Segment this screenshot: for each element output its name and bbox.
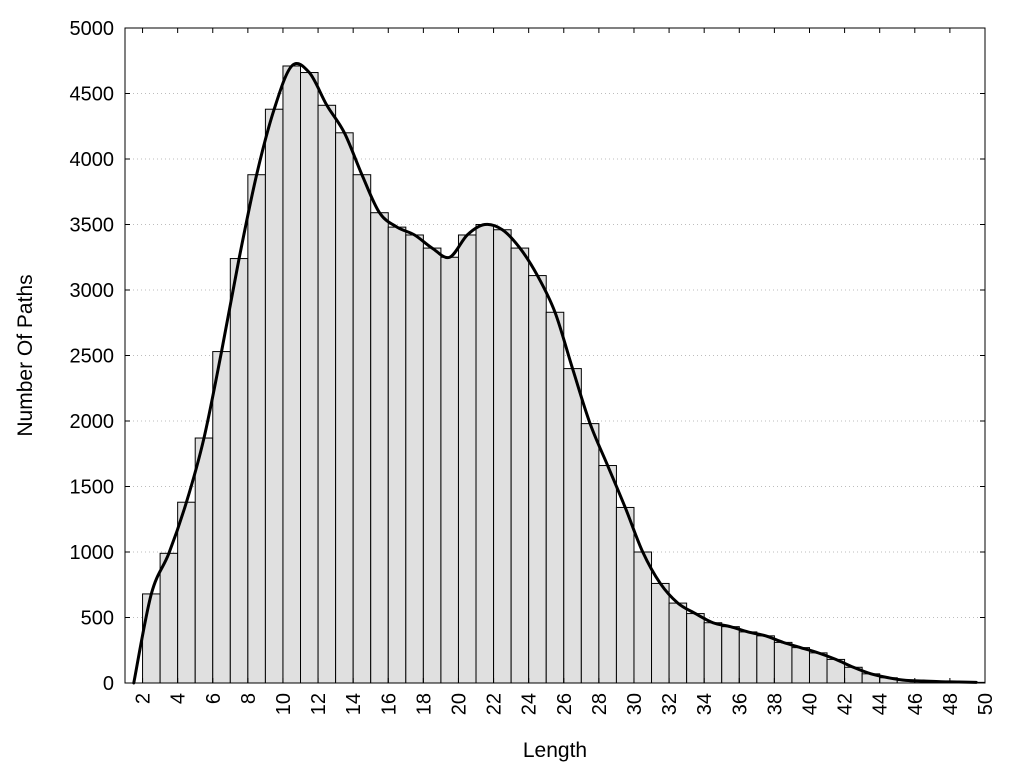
y-tick-label: 1000	[70, 542, 115, 564]
bar	[651, 582, 670, 684]
bar	[598, 465, 617, 684]
bar	[773, 641, 793, 684]
bar	[633, 551, 653, 684]
x-tick-label: 10	[273, 693, 295, 715]
x-tick-label: 2	[133, 693, 155, 704]
bar	[528, 275, 547, 684]
x-tick-label: 34	[694, 693, 716, 715]
x-axis-ticks: 2 4 6 8 10 12 14 16 18 20 22 24 26 28 30 32 34 36 38 40 42 44…	[133, 28, 997, 715]
x-tick-label: 16	[378, 693, 400, 715]
bar	[282, 65, 302, 684]
y-tick-label: 4000	[70, 149, 115, 171]
x-tick-label: 12	[308, 693, 330, 715]
x-tick-label: 22	[484, 693, 506, 715]
y-tick-label: 5000	[70, 18, 115, 40]
x-tick-label: 30	[624, 693, 646, 715]
y-tick-label: 3000	[70, 280, 115, 302]
bar	[756, 635, 775, 684]
bar	[317, 104, 337, 684]
x-tick-label: 28	[589, 693, 611, 715]
y-tick-label: 0	[103, 673, 114, 695]
y-tick-label: 3500	[70, 215, 115, 237]
x-tick-label: 38	[764, 693, 786, 715]
bar	[440, 256, 459, 684]
bar	[177, 501, 196, 684]
bar	[738, 631, 758, 684]
bar	[387, 226, 407, 684]
bar	[703, 622, 723, 684]
x-tick-label: 6	[203, 693, 225, 704]
y-tick-label: 2000	[70, 411, 115, 433]
bar	[721, 626, 740, 684]
bar	[808, 652, 828, 684]
bar	[510, 247, 530, 684]
bar	[370, 212, 389, 684]
x-tick-label: 36	[729, 693, 751, 715]
bar	[422, 247, 442, 684]
bar	[335, 132, 354, 684]
x-tick-label: 32	[659, 693, 681, 715]
bar	[686, 613, 705, 684]
x-tick-label: 18	[413, 693, 435, 715]
bar	[668, 602, 688, 684]
bar	[229, 258, 249, 684]
bar	[142, 593, 161, 684]
bar	[545, 311, 565, 684]
bar	[615, 506, 635, 684]
bar	[405, 234, 424, 684]
x-tick-label: 46	[905, 693, 927, 715]
bar	[563, 368, 582, 684]
x-tick-label: 42	[835, 693, 857, 715]
x-tick-label: 4	[168, 693, 190, 704]
bar	[493, 229, 512, 684]
x-tick-label: 14	[343, 693, 365, 715]
x-tick-label: 20	[448, 693, 470, 715]
bar	[475, 224, 495, 684]
bar	[580, 423, 600, 684]
y-axis-ticks: 0 500 1000 1500 2000 2500 3000 3500 4000 4500 5000	[70, 18, 985, 695]
density-curve	[132, 62, 978, 685]
x-tick-label: 50	[975, 693, 997, 715]
x-tick-label: 44	[870, 693, 892, 715]
x-tick-label: 24	[519, 693, 541, 715]
x-tick-label: 48	[940, 693, 962, 715]
bar	[352, 174, 372, 684]
bar	[457, 234, 477, 684]
bar	[300, 72, 319, 684]
grid-lines	[125, 93, 985, 618]
bars	[142, 65, 986, 684]
y-tick-label: 2500	[70, 346, 115, 368]
y-tick-label: 4500	[70, 84, 115, 106]
bar	[159, 552, 179, 684]
bar	[212, 351, 231, 684]
bar	[194, 437, 214, 684]
y-tick-label: 500	[81, 608, 114, 630]
y-axis-label: Number Of Paths	[14, 274, 37, 436]
bar	[247, 174, 266, 684]
bar	[791, 647, 810, 684]
x-tick-label: 8	[238, 693, 260, 704]
x-tick-label: 26	[554, 693, 576, 715]
y-tick-label: 1500	[70, 477, 115, 499]
bar	[264, 108, 284, 684]
x-axis-label: Length	[523, 739, 587, 762]
x-tick-label: 40	[799, 693, 821, 715]
